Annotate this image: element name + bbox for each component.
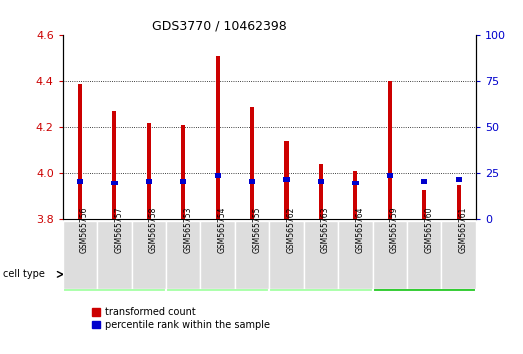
Bar (77, 179, 83, 184)
Text: GSM565762: GSM565762 (287, 206, 295, 252)
Text: skeletal muscle
precursor iPS: skeletal muscle precursor iPS (288, 265, 354, 284)
Bar (283, 177, 290, 182)
Bar (269, 221, 304, 289)
Bar (457, 185, 461, 219)
Bar (372, 257, 476, 292)
Bar (97, 221, 132, 289)
Text: GSM565755: GSM565755 (252, 206, 261, 252)
Text: tail tip fibroblast iPS: tail tip fibroblast iPS (382, 270, 467, 279)
Bar (421, 179, 427, 184)
Bar (304, 221, 338, 289)
Bar (250, 107, 254, 219)
Text: GSM565754: GSM565754 (218, 206, 226, 252)
Bar (200, 221, 235, 289)
Text: splenic B cell iPS: splenic B cell iPS (79, 270, 150, 279)
Bar (215, 56, 220, 219)
Bar (249, 179, 255, 184)
Bar (166, 257, 269, 292)
Text: GSM565761: GSM565761 (459, 206, 468, 252)
Text: GSM565757: GSM565757 (115, 206, 123, 252)
Bar (181, 125, 185, 219)
Bar (63, 257, 166, 292)
Bar (111, 181, 118, 185)
Bar (372, 221, 407, 289)
Text: GSM565760: GSM565760 (424, 206, 433, 252)
Bar (63, 221, 97, 289)
Text: GSM565753: GSM565753 (183, 206, 192, 252)
Bar (386, 173, 393, 178)
Bar (441, 221, 476, 289)
Bar (269, 257, 372, 292)
Text: bone marrow
granulocyte iPS: bone marrow granulocyte iPS (185, 265, 251, 284)
Text: cell type: cell type (3, 269, 44, 279)
Bar (285, 141, 289, 219)
Bar (318, 179, 324, 184)
Bar (166, 221, 200, 289)
Text: GSM565756: GSM565756 (80, 206, 89, 252)
Bar (235, 221, 269, 289)
Legend: transformed count, percentile rank within the sample: transformed count, percentile rank withi… (88, 303, 274, 334)
Text: GSM565764: GSM565764 (356, 206, 365, 252)
Bar (319, 164, 323, 219)
Bar (112, 112, 117, 219)
Bar (132, 221, 166, 289)
Bar (147, 123, 151, 219)
Text: GSM565763: GSM565763 (321, 206, 330, 252)
Bar (407, 221, 441, 289)
Text: GSM565759: GSM565759 (390, 206, 399, 252)
Bar (146, 179, 152, 184)
Bar (338, 221, 372, 289)
Bar (388, 81, 392, 219)
Bar (354, 171, 358, 219)
Text: GSM565758: GSM565758 (149, 206, 158, 252)
Bar (180, 179, 186, 184)
Bar (456, 177, 462, 182)
Bar (422, 190, 426, 219)
Bar (353, 181, 359, 185)
Bar (78, 84, 82, 219)
Title: GDS3770 / 10462398: GDS3770 / 10462398 (152, 20, 287, 33)
Bar (214, 173, 221, 178)
